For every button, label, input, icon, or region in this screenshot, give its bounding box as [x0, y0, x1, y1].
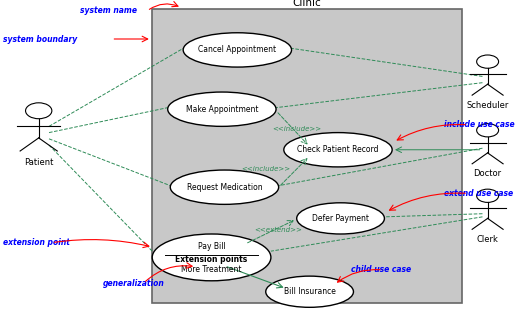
Text: Patient: Patient: [24, 158, 53, 167]
Ellipse shape: [284, 133, 392, 167]
Text: child use case: child use case: [351, 266, 411, 274]
Text: Bill Insurance: Bill Insurance: [284, 287, 335, 296]
Text: system name: system name: [80, 7, 137, 15]
Text: generalization: generalization: [103, 279, 165, 288]
Text: Clerk: Clerk: [477, 235, 498, 244]
Ellipse shape: [152, 234, 271, 281]
Text: <<include>>: <<include>>: [241, 166, 291, 172]
Text: Pay Bill: Pay Bill: [198, 242, 225, 251]
Text: Request Medication: Request Medication: [187, 183, 262, 192]
Text: Check Patient Record: Check Patient Record: [297, 145, 379, 154]
Ellipse shape: [168, 92, 276, 126]
Ellipse shape: [297, 203, 384, 234]
FancyBboxPatch shape: [152, 9, 462, 303]
Ellipse shape: [170, 170, 279, 204]
Text: Defer Payment: Defer Payment: [312, 214, 369, 223]
Text: Extension points: Extension points: [175, 255, 248, 264]
Text: extension point: extension point: [3, 238, 70, 247]
Text: Doctor: Doctor: [474, 169, 502, 178]
Text: More Treatment: More Treatment: [181, 265, 242, 274]
Text: Make Appointment: Make Appointment: [186, 105, 258, 114]
Text: <<extend>>: <<extend>>: [255, 227, 302, 233]
Text: Cancel Appointment: Cancel Appointment: [198, 46, 277, 54]
Ellipse shape: [266, 276, 353, 307]
Text: Clinic: Clinic: [293, 0, 321, 8]
Text: <<include>>: <<include>>: [272, 125, 321, 132]
Text: Scheduler: Scheduler: [466, 100, 509, 110]
Text: include use case: include use case: [444, 120, 514, 129]
Text: system boundary: system boundary: [3, 35, 77, 43]
Ellipse shape: [183, 33, 292, 67]
Text: extend use case: extend use case: [444, 189, 513, 198]
